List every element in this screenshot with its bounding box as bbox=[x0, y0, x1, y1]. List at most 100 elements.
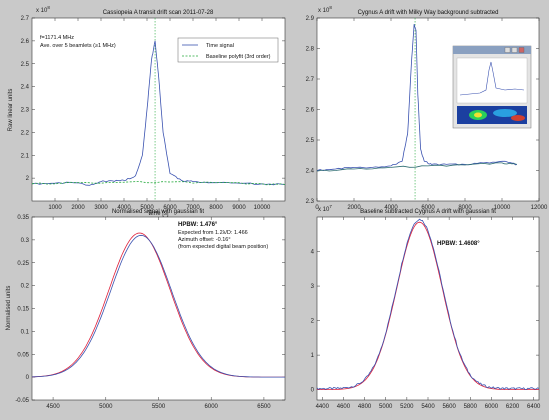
series-line bbox=[32, 181, 285, 186]
annotation-expected: Expected from 1.2λ/D: 1.466 bbox=[178, 230, 248, 236]
inset-maximize-icon bbox=[511, 47, 518, 53]
y-tick-label: 2 bbox=[26, 176, 30, 182]
y-tick-label: 0.1 bbox=[21, 329, 30, 335]
panel-normalised-gaussian: Normalised signal with gaussian fit Norm… bbox=[6, 209, 286, 410]
annotation-frequency: f=1171.4 MHz bbox=[40, 35, 74, 41]
y-tick-label: 0 bbox=[26, 375, 30, 381]
inset-screenshot bbox=[452, 45, 532, 129]
y-tick-label: 0 bbox=[311, 388, 315, 394]
y-tick-label: 1 bbox=[311, 353, 315, 359]
x-tick-label: 5000 bbox=[379, 404, 393, 410]
x-tick-label: 9000 bbox=[232, 205, 246, 211]
panel-baseline-subtracted-gaussian: Baseline subtracted Cygnus A drift with … bbox=[311, 204, 541, 410]
x-tick-label: 5500 bbox=[152, 404, 166, 410]
x-tick-label: 4000 bbox=[117, 205, 131, 211]
y-tick-label: 0.35 bbox=[17, 215, 29, 221]
legend-box bbox=[177, 37, 279, 63]
y-tick-label: 0.05 bbox=[17, 352, 29, 358]
x-tick-label: 0 bbox=[315, 205, 319, 211]
annotation-hpbw: HPBW: 1.476° bbox=[178, 222, 218, 228]
x-tick-label: 4500 bbox=[46, 404, 60, 410]
series-line bbox=[317, 218, 539, 391]
x-tick-label: 12000 bbox=[531, 205, 548, 211]
inset-heatmap-blob bbox=[493, 109, 517, 117]
panel-cygnus-drift: Cygnus A drift with Milky Way background… bbox=[306, 5, 548, 211]
annotation-average: Ave. over 5 beamlets (≥1 MHz) bbox=[40, 43, 116, 49]
x-tick-label: 10000 bbox=[254, 205, 271, 211]
inset-close-icon bbox=[518, 47, 525, 53]
series-line bbox=[317, 23, 517, 172]
y-tick-label: 2.6 bbox=[306, 108, 315, 114]
x-tick-label: 6200 bbox=[506, 404, 520, 410]
x-tick-label: 6000 bbox=[485, 404, 499, 410]
axes-box bbox=[316, 216, 540, 401]
legend-entry-time-signal: Time signal bbox=[206, 43, 234, 49]
y-tick-label: 2.7 bbox=[21, 16, 30, 22]
y-tick-label: 2.8 bbox=[306, 47, 315, 53]
series-line bbox=[32, 40, 285, 186]
x-tick-label: 8000 bbox=[458, 205, 472, 211]
y-tick-label: 2.5 bbox=[21, 62, 30, 68]
y-tick-label: -0.05 bbox=[15, 398, 29, 404]
panel-cassiopeia-drift: Cassiopeia A transit drift scan 2011-07-… bbox=[8, 5, 286, 217]
x-tick-label: 7000 bbox=[186, 205, 200, 211]
y-tick-label: 2.7 bbox=[306, 77, 315, 83]
legend bbox=[177, 37, 279, 63]
y-tick-label: 2.4 bbox=[306, 169, 315, 175]
chart-title: Cygnus A drift with Milky Way background… bbox=[358, 10, 499, 16]
y-exponent-label: x 108 bbox=[318, 5, 332, 14]
chart-title: Cassiopeia A transit drift scan 2011-07-… bbox=[103, 10, 214, 16]
inset-heatmap-blob bbox=[511, 115, 525, 121]
legend-entry-baseline: Baseline polyfit (3rd order) bbox=[206, 54, 271, 60]
x-tick-label: 1000 bbox=[48, 205, 62, 211]
chart-title: Normalised signal with gaussian fit bbox=[112, 209, 204, 215]
y-axis-label: Raw linear units bbox=[8, 89, 14, 132]
y-tick-label: 0.15 bbox=[17, 307, 29, 313]
inset-heatmap-core bbox=[474, 112, 482, 118]
y-tick-label: 2 bbox=[311, 319, 315, 325]
x-tick-label: 5000 bbox=[99, 404, 113, 410]
x-tick-label: 5400 bbox=[421, 404, 435, 410]
annotation-beam-position: (from expected digital beam position) bbox=[178, 244, 268, 250]
y-tick-label: 2.4 bbox=[21, 85, 30, 91]
inset-plot-area bbox=[456, 57, 528, 104]
y-axis-label: Normalised units bbox=[6, 286, 12, 331]
x-tick-label: 6000 bbox=[163, 205, 177, 211]
x-tick-label: 5000 bbox=[140, 205, 154, 211]
y-tick-label: 2.3 bbox=[306, 199, 315, 205]
y-exponent-label: x 108 bbox=[36, 5, 50, 14]
x-tick-label: 6000 bbox=[421, 205, 435, 211]
x-tick-label: 4600 bbox=[337, 404, 351, 410]
y-tick-label: 0.2 bbox=[21, 284, 30, 290]
x-tick-label: 3000 bbox=[94, 205, 108, 211]
y-tick-label: 3 bbox=[311, 284, 315, 290]
annotation-hpbw: HPBW: 1.4608° bbox=[437, 241, 480, 247]
y-tick-label: 2.2 bbox=[21, 130, 30, 136]
y-tick-label: 2.6 bbox=[21, 39, 30, 45]
x-tick-label: 6000 bbox=[205, 404, 219, 410]
x-tick-label: 4800 bbox=[358, 404, 372, 410]
x-tick-label: 5200 bbox=[400, 404, 414, 410]
y-tick-label: 2.5 bbox=[306, 138, 315, 144]
chart-title: Baseline subtracted Cygnus A drift with … bbox=[360, 209, 496, 215]
y-tick-label: 2.9 bbox=[306, 16, 315, 22]
x-tick-label: 6400 bbox=[527, 404, 541, 410]
annotation-azimuth-offset: Azimuth offset: -0.16° bbox=[178, 237, 231, 243]
series-line bbox=[317, 162, 517, 172]
x-tick-label: 6500 bbox=[257, 404, 271, 410]
x-tick-label: 2000 bbox=[347, 205, 361, 211]
y-tick-label: 2.3 bbox=[21, 108, 30, 114]
inset-heatmap bbox=[457, 106, 527, 124]
y-tick-label: 4 bbox=[311, 250, 315, 256]
y-exponent-label: x 107 bbox=[318, 204, 332, 213]
inset-signal-line bbox=[459, 61, 525, 96]
x-tick-label: 10000 bbox=[494, 205, 511, 211]
y-tick-label: 0.3 bbox=[21, 238, 30, 244]
inset-minimize-icon bbox=[504, 47, 511, 53]
x-axis-label: Time [s] bbox=[147, 211, 168, 217]
x-tick-label: 5800 bbox=[464, 404, 478, 410]
inset-titlebar bbox=[453, 46, 531, 54]
x-tick-label: 5600 bbox=[442, 404, 456, 410]
x-tick-label: 4000 bbox=[384, 205, 398, 211]
